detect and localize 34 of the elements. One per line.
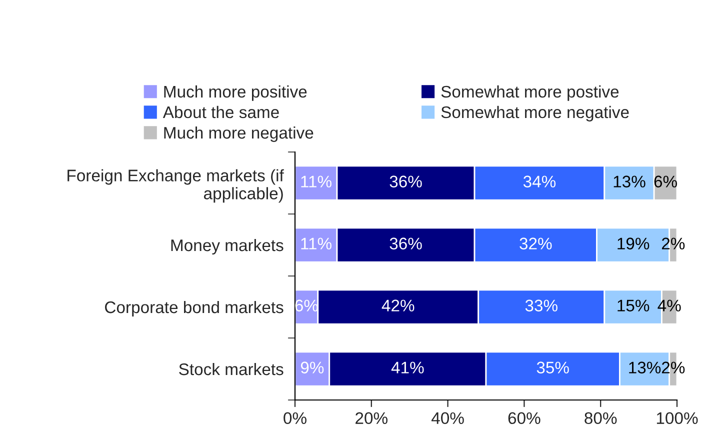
legend-label: Much more negative [164,126,314,142]
legend-label: Somewhat more negative [441,106,629,122]
data-label: 9% [300,362,324,374]
data-label: 33% [525,300,558,312]
data-label: 11% [301,176,332,188]
legend-label: About the same [162,106,279,118]
x-tick-label: 100% [656,412,698,424]
data-label: 13% [629,362,661,374]
data-label: 4% [658,300,681,312]
data-label: 15% [618,300,650,312]
x-tick-label: 40% [432,412,464,424]
data-label: 2% [662,362,685,374]
legend-label: Much more positive [164,85,307,101]
data-label: 19% [618,238,650,250]
data-label: 36% [390,238,422,250]
y-tick-label: Money markets [171,238,284,254]
legend-label: Somewhat more postive [441,85,619,101]
data-label: 34% [523,176,556,188]
data-label: 36% [390,176,422,188]
data-label: 41% [391,362,424,374]
data-label: 13% [614,176,646,188]
x-tick-label: 60% [508,412,540,424]
y-tick-label: Stock markets [179,362,284,376]
data-label: 42% [382,300,414,312]
data-label: 35% [536,362,569,374]
data-label: 32% [520,238,552,250]
data-label: 2% [662,238,685,250]
x-tick-label: 0% [284,412,306,424]
y-tick-label: Corporate bond markets [105,300,284,316]
y-tick-label: Foreign Exchange markets (if applicable) [68,169,284,203]
data-label: 11% [301,238,332,250]
x-tick-label: 80% [584,412,617,424]
x-tick-label: 20% [356,412,388,424]
data-label: 6% [654,176,677,188]
